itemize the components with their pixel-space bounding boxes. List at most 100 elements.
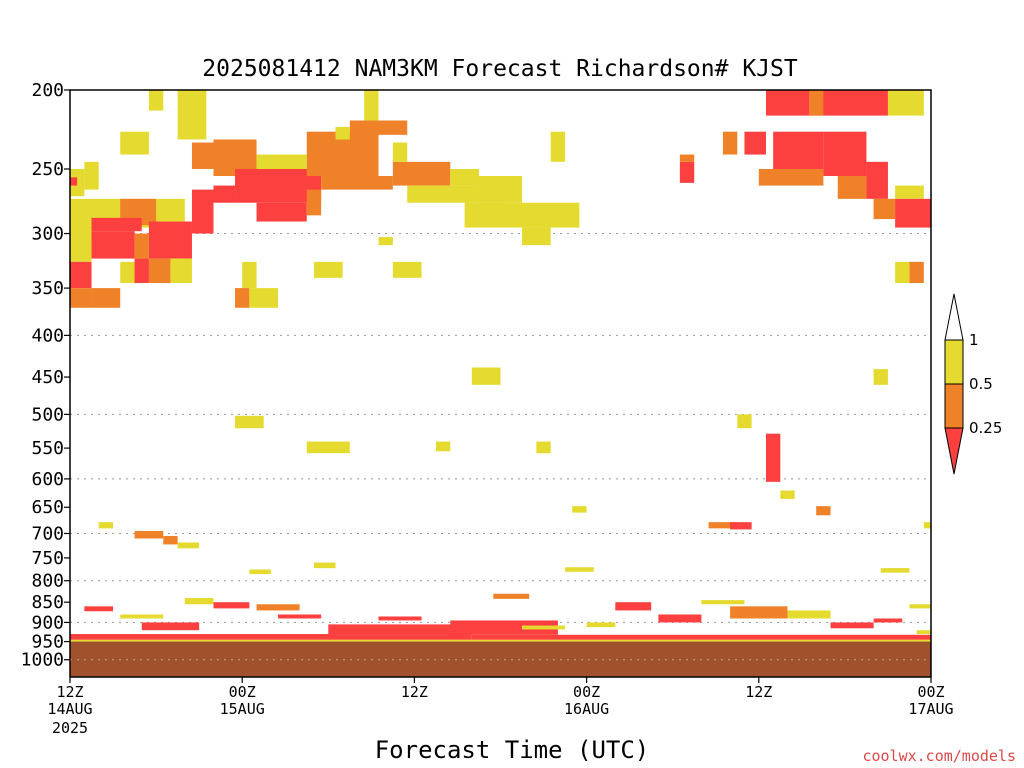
y-tick-label: 600	[31, 469, 64, 490]
ri-cell-orange	[816, 506, 831, 516]
legend-label: 1	[969, 331, 979, 349]
ri-cell-orange	[909, 261, 924, 284]
ri-cell-red	[866, 161, 888, 199]
ri-cell-red	[191, 189, 214, 234]
x-tick-label: 12Z	[745, 683, 772, 701]
ri-cell-orange	[134, 233, 149, 259]
legend-swatch-yellow	[944, 339, 964, 385]
x-axis-label: Forecast Time (UTC)	[375, 736, 650, 764]
y-tick-label: 650	[31, 497, 64, 518]
x-tick-date-label: 15AUG	[220, 700, 265, 718]
chart-title: 2025081412 NAM3KM Forecast Richardson# K…	[202, 56, 798, 82]
ri-cell-yellow	[120, 614, 164, 619]
ri-cell-yellow	[464, 202, 580, 228]
ri-cell-yellow	[392, 261, 422, 278]
y-tick-label: 1000	[21, 650, 64, 671]
ri-cell-yellow	[780, 490, 795, 499]
ri-cell-orange	[306, 189, 322, 216]
ri-cell-orange	[679, 154, 695, 162]
y-tick-label: 850	[31, 592, 64, 613]
y-tick-label: 300	[31, 224, 64, 245]
ri-cell-yellow	[249, 569, 271, 575]
ri-cell-yellow	[184, 598, 214, 605]
ri-cell-orange	[321, 176, 393, 190]
ri-cell-yellow	[536, 441, 551, 454]
ri-cell-yellow	[392, 142, 408, 162]
ri-cell-orange	[392, 161, 451, 186]
ri-cell-red	[823, 90, 888, 116]
ri-cell-red	[823, 131, 867, 177]
ri-cell-yellow	[787, 610, 831, 619]
y-tick-label: 450	[31, 367, 64, 388]
y-tick-label: 700	[31, 523, 64, 544]
ri-cell-red	[773, 131, 824, 169]
ri-cell-red	[70, 177, 78, 186]
ri-cell-yellow	[170, 258, 192, 284]
ri-cell-yellow	[880, 568, 910, 573]
x-tick-label: 00Z	[229, 683, 256, 701]
y-tick-label: 500	[31, 404, 64, 425]
ri-cell-orange	[730, 606, 788, 619]
y-tick-label: 900	[31, 612, 64, 633]
x-tick-label: 00Z	[573, 683, 600, 701]
ri-cell-yellow	[98, 522, 114, 529]
ri-cell-orange	[758, 168, 824, 186]
ri-cell-red	[91, 231, 135, 259]
ri-cell-orange	[873, 198, 896, 220]
ri-cell-yellow	[313, 562, 336, 569]
ri-cell-red	[148, 221, 192, 259]
ri-cell-red	[278, 614, 322, 619]
ri-cell-orange	[722, 131, 738, 155]
y-tick-label: 350	[31, 278, 64, 299]
ri-cell-red	[70, 634, 472, 640]
ri-cell-yellow	[435, 441, 451, 452]
ri-cell-yellow	[471, 367, 501, 385]
credit-link[interactable]: coolwx.com/models	[862, 747, 1016, 765]
ri-cell-red	[895, 198, 931, 228]
ri-cell-red	[615, 602, 652, 611]
ri-cell-red	[873, 618, 903, 623]
ri-cell-yellow	[522, 227, 551, 246]
ri-cell-yellow	[70, 639, 931, 642]
legend-swatch-red	[944, 427, 964, 475]
ri-cell-red	[141, 622, 200, 631]
ri-cell-red	[213, 185, 236, 203]
ri-cell-yellow	[177, 90, 207, 140]
ri-cell-yellow	[923, 522, 931, 529]
ri-cell-yellow	[873, 369, 888, 385]
ri-cell-orange	[134, 530, 164, 539]
ri-cell-yellow	[565, 567, 594, 572]
ri-cell-red	[134, 258, 149, 284]
ri-cell-orange	[809, 90, 824, 116]
ri-cell-yellow	[242, 261, 257, 289]
ri-cell-orange	[349, 120, 408, 135]
ri-cell-red	[378, 616, 422, 621]
x-tick-date-label: 16AUG	[564, 700, 609, 718]
ri-cell-yellow	[478, 176, 523, 203]
y-tick-label: 550	[31, 438, 64, 459]
ri-cell-red	[450, 620, 558, 635]
y-tick-label: 250	[31, 159, 64, 180]
ri-cell-yellow	[256, 154, 307, 172]
ri-cell-yellow	[120, 131, 149, 155]
ri-cell-yellow	[378, 237, 393, 246]
ri-cell-yellow	[916, 630, 931, 635]
ri-cell-red	[830, 622, 874, 629]
ri-cell-yellow	[909, 604, 931, 609]
ri-cell-orange	[837, 176, 867, 199]
ri-cell-red	[70, 261, 92, 289]
ri-cell-red	[91, 217, 142, 232]
ri-cell-yellow	[895, 261, 910, 284]
ri-cell-yellow	[148, 90, 164, 111]
legend: 1 0.5 0.25	[944, 293, 1002, 475]
x-tick-date-label: 17AUG	[908, 700, 953, 718]
ri-cell-orange	[493, 593, 530, 599]
y-tick-label: 750	[31, 548, 64, 569]
x-tick-year-label: 2025	[52, 719, 88, 737]
ri-cell-yellow	[701, 600, 745, 605]
ri-cell-red	[679, 161, 695, 183]
ri-cell-yellow	[550, 131, 566, 162]
ri-cell-yellow	[313, 261, 343, 278]
ri-cell-red	[471, 634, 931, 640]
